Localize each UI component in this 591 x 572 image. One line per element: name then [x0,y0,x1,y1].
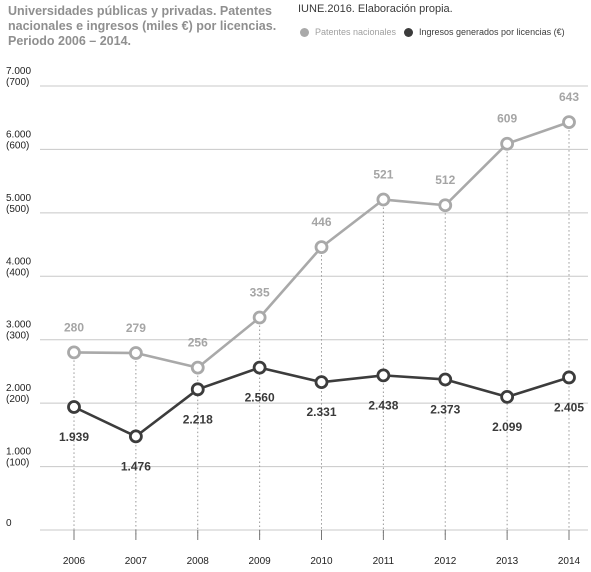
chart-title-line-1: Universidades públicas y privadas. Paten… [8,4,273,18]
data-label-ingresos-2006: 1.939 [59,430,89,444]
data-label-ingresos-2011: 2.438 [368,398,398,412]
data-label-ingresos-2008: 2.218 [183,412,213,426]
source-note: IUNE.2016. Elaboración propia. [298,3,453,15]
legend-swatch-ingresos [404,27,413,37]
marker-patentes-2012 [438,198,453,213]
marker-patentes-2006 [67,345,81,360]
data-label-patentes-2012: 512 [435,173,455,187]
chart-title-line-3: Periodo 2006 – 2014. [8,34,131,48]
legend-label-ingresos: Ingresos generados por licencias (€) [419,27,565,37]
y-tick-sublabel-3: (300) [6,331,29,342]
y-tick-sublabel-7: (700) [6,77,29,88]
marker-patentes-2013 [500,136,515,151]
x-tick-label-2006: 2006 [63,556,86,567]
y-tick-label-2: 2.000 [6,383,31,394]
data-label-patentes-2010: 446 [311,215,331,229]
legend-swatch-patentes [300,27,309,37]
data-label-patentes-2009: 335 [250,286,270,300]
data-label-patentes-2013: 609 [497,112,517,126]
y-tick-sublabel-6: (600) [6,140,29,151]
marker-patentes-2011 [376,192,391,207]
legend-item-patentes: Patentes nacionales [300,27,396,37]
data-label-patentes-2014: 643 [559,90,579,104]
y-tick-label-6: 6.000 [6,129,31,140]
legend-label-patentes: Patentes nacionales [315,27,397,37]
x-tick-label-2010: 2010 [310,556,333,567]
x-tick-label-2013: 2013 [496,556,519,567]
marker-ingresos-2014 [562,370,576,385]
x-tick-label-2012: 2012 [434,556,457,567]
data-label-ingresos-2013: 2.099 [492,420,522,434]
marker-ingresos-2008 [190,382,205,397]
x-tick-label-2011: 2011 [373,556,395,567]
marker-patentes-2014 [562,115,576,130]
y-tick-label-5: 5.000 [6,193,31,204]
marker-patentes-2009 [252,310,267,325]
marker-ingresos-2011 [376,368,391,383]
marker-ingresos-2006 [67,400,81,414]
x-tick-label-2008: 2008 [187,556,210,567]
data-label-patentes-2006: 280 [64,320,84,334]
y-tick-label-3: 3.000 [6,320,31,331]
data-label-ingresos-2009: 2.560 [245,391,275,405]
data-label-ingresos-2012: 2.373 [430,402,460,416]
y-tick-sublabel-1: (100) [6,458,29,469]
marker-ingresos-2007 [128,429,143,444]
x-tick-label-2009: 2009 [249,556,272,567]
marker-patentes-2007 [128,346,143,360]
y-tick-sublabel-2: (200) [6,394,29,405]
marker-ingresos-2010 [314,375,329,390]
marker-ingresos-2009 [252,360,267,375]
y-tick-sublabel-4: (400) [6,267,29,278]
legend-item-ingresos: Ingresos generados por licencias (€) [404,27,565,37]
data-label-patentes-2007: 279 [126,321,146,335]
marker-patentes-2010 [314,240,329,255]
y-tick-label-0: 0 [6,518,12,529]
marker-ingresos-2012 [438,372,453,387]
marker-ingresos-2013 [500,389,515,404]
data-label-ingresos-2007: 1.476 [121,459,151,473]
y-tick-label-1: 1.000 [6,447,31,458]
chart-title: Universidades públicas y privadas. Paten… [8,4,293,49]
x-tick-label-2014: 2014 [558,556,581,567]
y-tick-label-7: 7.000 [6,66,31,77]
data-label-patentes-2011: 521 [373,168,393,182]
x-tick-label-2007: 2007 [125,556,148,567]
data-label-patentes-2008: 256 [188,336,208,350]
y-tick-sublabel-5: (500) [6,204,29,215]
data-label-ingresos-2014: 2.405 [554,400,584,414]
marker-patentes-2008 [190,360,205,375]
y-tick-label-4: 4.000 [6,256,31,267]
data-label-ingresos-2010: 2.331 [306,405,336,419]
chart-title-line-2: nacionales e ingresos (miles €) por lice… [8,19,277,33]
